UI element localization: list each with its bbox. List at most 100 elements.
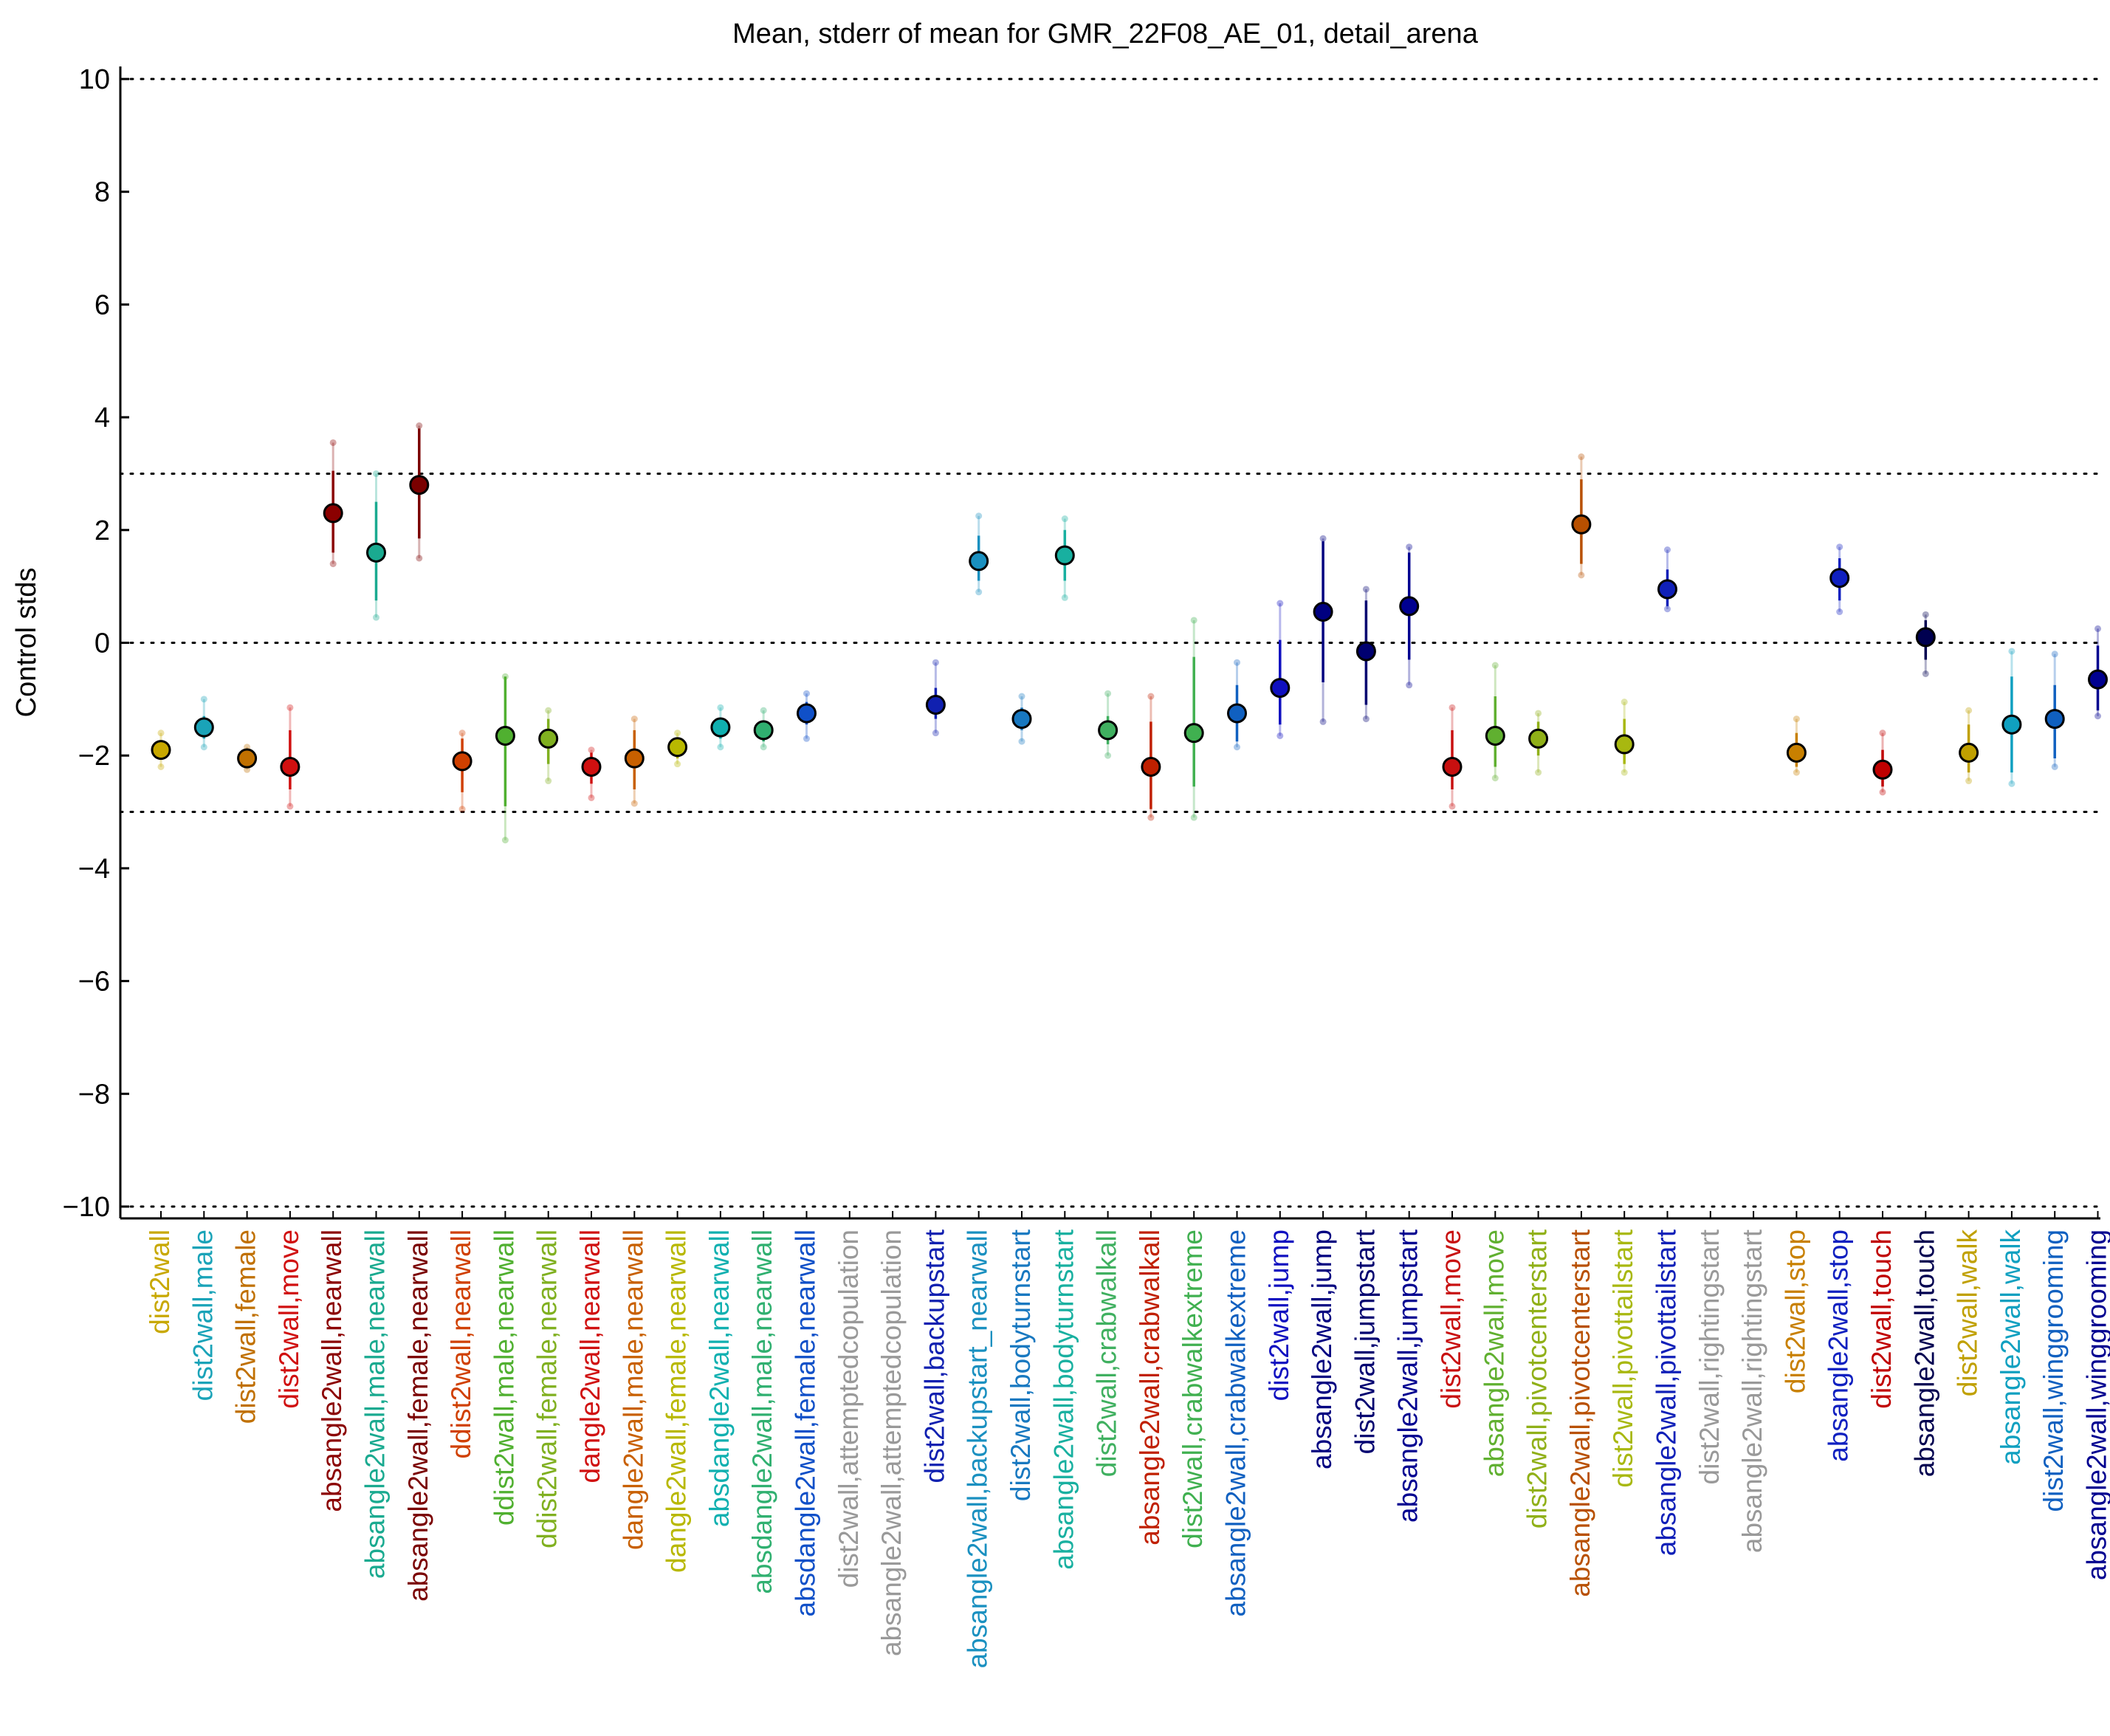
y-tick-label: −8	[78, 1079, 110, 1110]
mean-marker	[324, 504, 342, 522]
range-dot	[932, 730, 939, 736]
x-tick-label: dist2wall,crabwalkextreme	[1178, 1229, 1208, 1548]
range-dot	[1363, 716, 1370, 722]
mean-marker	[1099, 721, 1117, 739]
range-dot	[1449, 803, 1456, 809]
mean-marker	[1874, 761, 1891, 778]
range-dot	[502, 837, 509, 843]
x-tick-label: dist2wall,move	[1436, 1229, 1466, 1409]
range-dot	[803, 690, 810, 697]
mean-marker	[1573, 515, 1590, 533]
x-tick-label: dist2wall,bodyturnstart	[1006, 1229, 1036, 1501]
range-dot	[1019, 738, 1025, 745]
range-dot	[760, 744, 767, 750]
mean-marker	[496, 727, 514, 744]
range-dot	[1492, 775, 1499, 781]
x-tick-label: dist2wall,touch	[1866, 1229, 1897, 1409]
x-tick-label: absangle2wall,nearwall	[317, 1229, 347, 1512]
range-dot	[1535, 710, 1542, 716]
x-tick-label: dangle2wall,male,nearwall	[618, 1229, 648, 1550]
mean-marker	[669, 738, 687, 756]
mean-marker	[712, 718, 729, 736]
x-tick-label: dangle2wall,nearwall	[575, 1229, 605, 1483]
x-tick-label: ddist2wall,male,nearwall	[489, 1229, 519, 1526]
mean-marker	[1659, 580, 1677, 598]
mean-marker	[1056, 546, 1073, 564]
mean-marker	[152, 741, 170, 759]
mean-marker	[1917, 628, 1934, 646]
range-dot	[1535, 769, 1542, 776]
x-tick-label: absangle2wall,touch	[1909, 1229, 1939, 1477]
range-dot	[1578, 572, 1584, 578]
range-dot	[1019, 693, 1025, 700]
range-dot	[2052, 764, 2058, 770]
range-dot	[2094, 625, 2101, 632]
mean-marker	[755, 721, 772, 739]
x-tick-label: dist2wall,pivotcenterstart	[1522, 1229, 1553, 1529]
mean-marker	[1787, 744, 1805, 761]
range-dot	[1234, 659, 1240, 666]
range-dot	[1062, 515, 1068, 522]
range-dot	[1191, 814, 1197, 821]
chart-title: Mean, stderr of mean for GMR_22F08_AE_01…	[732, 18, 1479, 49]
x-tick-label: absangle2wall,jumpstart	[1393, 1229, 1423, 1523]
range-dot	[1965, 778, 1972, 784]
x-tick-label: absangle2wall,bodyturnstart	[1048, 1229, 1079, 1569]
x-tick-label: absangle2wall,pivottailstart	[1652, 1229, 1682, 1556]
range-dot	[1836, 543, 1843, 550]
x-tick-label: dist2wall,crabwalkall	[1092, 1229, 1122, 1477]
range-dot	[201, 696, 207, 702]
range-dot	[1276, 733, 1283, 739]
range-dot	[1492, 662, 1499, 669]
range-dot	[631, 716, 638, 722]
x-tick-label: absangle2wall,winggrooming	[2082, 1229, 2110, 1580]
x-tick-label: absangle2wall,male,nearwall	[360, 1229, 391, 1579]
x-tick-label: absangle2wall,walk	[1996, 1229, 2026, 1465]
range-dot	[2094, 713, 2101, 719]
range-dot	[1104, 690, 1111, 697]
range-dot	[1276, 600, 1283, 607]
y-tick-label: 8	[94, 177, 110, 208]
mean-marker	[410, 476, 428, 494]
mean-marker	[1314, 603, 1332, 621]
range-dot	[2008, 780, 2015, 787]
range-dot	[1363, 586, 1370, 592]
y-tick-label: 10	[79, 64, 110, 95]
x-tick-label: absangle2wall,move	[1479, 1229, 1509, 1477]
x-tick-label: absangle2wall,pivotcenterstart	[1565, 1229, 1595, 1596]
range-dot	[1880, 730, 1886, 736]
range-dot	[1922, 670, 1929, 677]
range-dot	[416, 422, 422, 429]
range-dot	[1062, 594, 1068, 601]
range-dot	[1234, 744, 1240, 750]
range-dot	[674, 730, 681, 736]
range-dot	[717, 744, 724, 750]
x-tick-label: absangle2wall,crabwalkextreme	[1221, 1229, 1251, 1616]
mean-marker	[1443, 758, 1461, 775]
range-dot	[975, 589, 982, 595]
mean-marker	[798, 704, 816, 722]
x-tick-label: absangle2wall,jump	[1307, 1229, 1337, 1469]
range-dot	[1406, 682, 1412, 688]
y-tick-label: 6	[94, 289, 110, 320]
mean-marker	[238, 749, 256, 767]
mean-marker	[1960, 744, 1978, 761]
range-dot	[158, 764, 165, 770]
range-dot	[588, 795, 595, 801]
range-dot	[1880, 789, 1886, 795]
mean-marker	[195, 718, 213, 736]
x-tick-label: ddist2wall,female,nearwall	[532, 1229, 563, 1548]
x-tick-label: dangle2wall,female,nearwall	[661, 1229, 692, 1573]
range-dot	[1320, 718, 1327, 725]
mean-marker	[625, 749, 643, 767]
mean-marker	[1486, 727, 1504, 744]
range-dot	[1147, 693, 1154, 700]
y-tick-label: −2	[78, 741, 110, 772]
x-tick-label: absangle2wall,rightingstart	[1737, 1229, 1767, 1553]
range-dot	[2008, 648, 2015, 654]
mean-marker	[368, 543, 385, 561]
x-tick-label: dist2wall,stop	[1780, 1229, 1810, 1393]
x-tick-label: absdangle2wall,nearwall	[704, 1229, 735, 1527]
